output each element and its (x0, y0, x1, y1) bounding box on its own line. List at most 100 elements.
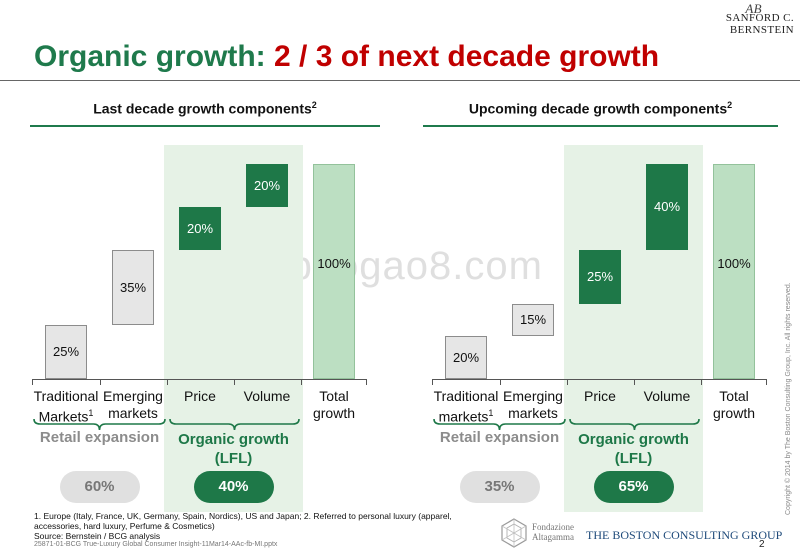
category-label-line-1: Volume (243, 388, 291, 404)
category-label-line-2: markets (508, 405, 558, 421)
bernstein-monogram: AB (745, 1, 762, 16)
category-label-line-1: Traditional (433, 388, 499, 404)
category-label: Total growth (713, 388, 755, 422)
category-footnote-sup: 1 (88, 408, 94, 418)
altagamma-logo-text: Fondazione Altagamma (532, 522, 574, 542)
page-title: Organic growth: 2 / 3 of next decade gro… (34, 40, 659, 74)
category-label-line-1: Total (719, 388, 749, 404)
category-label-line-1: Emerging (503, 388, 563, 404)
bar-traditional-markets (45, 325, 87, 379)
panel-divider-2 (423, 125, 778, 127)
category-label-line-1: Volume (643, 388, 691, 404)
x-axis-tick (32, 379, 33, 385)
brace-retail-expansion (33, 418, 166, 431)
bar-price (579, 250, 621, 304)
share-pill-organic-growth: 65% (593, 471, 674, 503)
x-axis-tick (432, 379, 433, 385)
category-label: Price (584, 388, 616, 405)
brace-organic-growth (569, 418, 700, 431)
panel-title-sup: 2 (727, 100, 733, 110)
x-axis-tick (300, 379, 302, 385)
category-label: Volume (644, 388, 691, 405)
group-label-line-1: Organic growth (178, 431, 289, 448)
panel-title-2: Upcoming decade growth components2 (423, 100, 778, 117)
panel-title-sup: 2 (311, 100, 317, 110)
altagamma-line-2: Altagamma (532, 532, 574, 542)
brace-path (33, 418, 166, 431)
bar-total-growth (713, 164, 755, 379)
category-label: Traditional markets1 (434, 388, 499, 426)
bar-emerging-markets (112, 250, 154, 326)
share-pill-retail-expansion: 35% (459, 471, 540, 503)
category-label: Volume (244, 388, 291, 405)
brace-retail-expansion (433, 418, 566, 431)
bernstein-logo-text: SANFORD C. BERNSTEIN (725, 12, 794, 36)
altagamma-logo-icon (501, 518, 527, 548)
x-axis-tick (365, 379, 367, 385)
group-label-line-2: (LFL) (214, 450, 253, 467)
bcg-logo: THE BOSTON CONSULTING GROUP (586, 528, 783, 542)
category-label-line-1: Traditional (33, 388, 99, 404)
altagamma-line-1: Fondazione (532, 522, 574, 532)
bar-value-label: 25% (586, 268, 614, 284)
x-axis-tick (99, 379, 101, 385)
bar-value-label: 25% (52, 344, 80, 360)
x-axis-tick (566, 379, 568, 385)
panel-divider-1 (30, 125, 380, 127)
bar-value-label: 15% (519, 311, 547, 327)
bar-value-label: 100% (717, 256, 751, 271)
category-label-line-1: Total (319, 388, 349, 404)
x-axis-tick (499, 379, 501, 385)
x-axis-tick (233, 379, 235, 385)
share-pill-organic-growth: 40% (193, 471, 274, 503)
category-footnote-sup: 1 (488, 408, 494, 418)
bar-emerging-markets (512, 303, 554, 336)
brace-path (569, 418, 700, 431)
bar-price (179, 207, 221, 250)
bar-volume (646, 164, 688, 250)
category-label-line-1: Emerging (103, 388, 163, 404)
x-axis-tick (166, 379, 168, 385)
group-label-organic-growth: Organic growth (LFL) (178, 430, 289, 468)
x-axis-1 (32, 379, 366, 380)
x-axis-tick (765, 379, 767, 385)
bar-value-label: 100% (317, 256, 351, 271)
footnotes: 1. Europe (Italy, France, UK, Germany, S… (34, 511, 474, 541)
category-label: Total growth (313, 388, 355, 422)
bar-traditional-markets (445, 336, 487, 379)
category-label-line-2: growth (712, 405, 756, 421)
title-main: Organic growth: (34, 40, 266, 73)
share-pill-retail-expansion: 60% (59, 471, 140, 503)
brace-organic-growth (169, 418, 300, 431)
group-label-retail-expansion: Retail expansion (39, 429, 160, 446)
footnote-source: Source: Bernstein / BCG analysis (34, 531, 161, 541)
category-label-line-2: markets1 (438, 408, 494, 425)
copyright-notice: Copyright © 2014 by The Boston Consultin… (785, 282, 792, 515)
file-id: 25871-01-BCG True-Luxury Global Consumer… (34, 541, 278, 548)
bernstein-logo: AB SANFORD C. BERNSTEIN (660, 1, 794, 36)
category-label-line-2: markets (108, 405, 158, 421)
panel-title-text: Upcoming decade growth components (468, 100, 728, 117)
x-axis-tick (700, 379, 702, 385)
bar-value-label: 40% (653, 199, 681, 214)
panel-title-1: Last decade growth components2 (30, 100, 380, 117)
group-label-retail-expansion: Retail expansion (439, 429, 560, 446)
bar-value-label: 20% (186, 220, 214, 236)
page-number: 2 (759, 539, 765, 550)
bar-volume (246, 164, 288, 207)
category-label: Emerging markets (103, 388, 163, 422)
brace-path (433, 418, 566, 431)
category-label-line-1: Price (584, 388, 616, 404)
title-divider (0, 80, 800, 81)
category-label: Price (184, 388, 216, 405)
panel-title-text: Last decade growth components (93, 100, 312, 117)
brace-path (169, 418, 300, 431)
category-label-line-1: Price (184, 388, 216, 404)
x-axis-2 (432, 379, 766, 380)
title-accent: 2 / 3 of next decade growth (274, 40, 660, 73)
bar-value-label: 35% (119, 279, 147, 295)
group-label-line-2: (LFL) (614, 450, 653, 467)
category-label-line-2: Markets1 (38, 408, 94, 425)
footnote-definitions: 1. Europe (Italy, France, UK, Germany, S… (34, 511, 452, 531)
